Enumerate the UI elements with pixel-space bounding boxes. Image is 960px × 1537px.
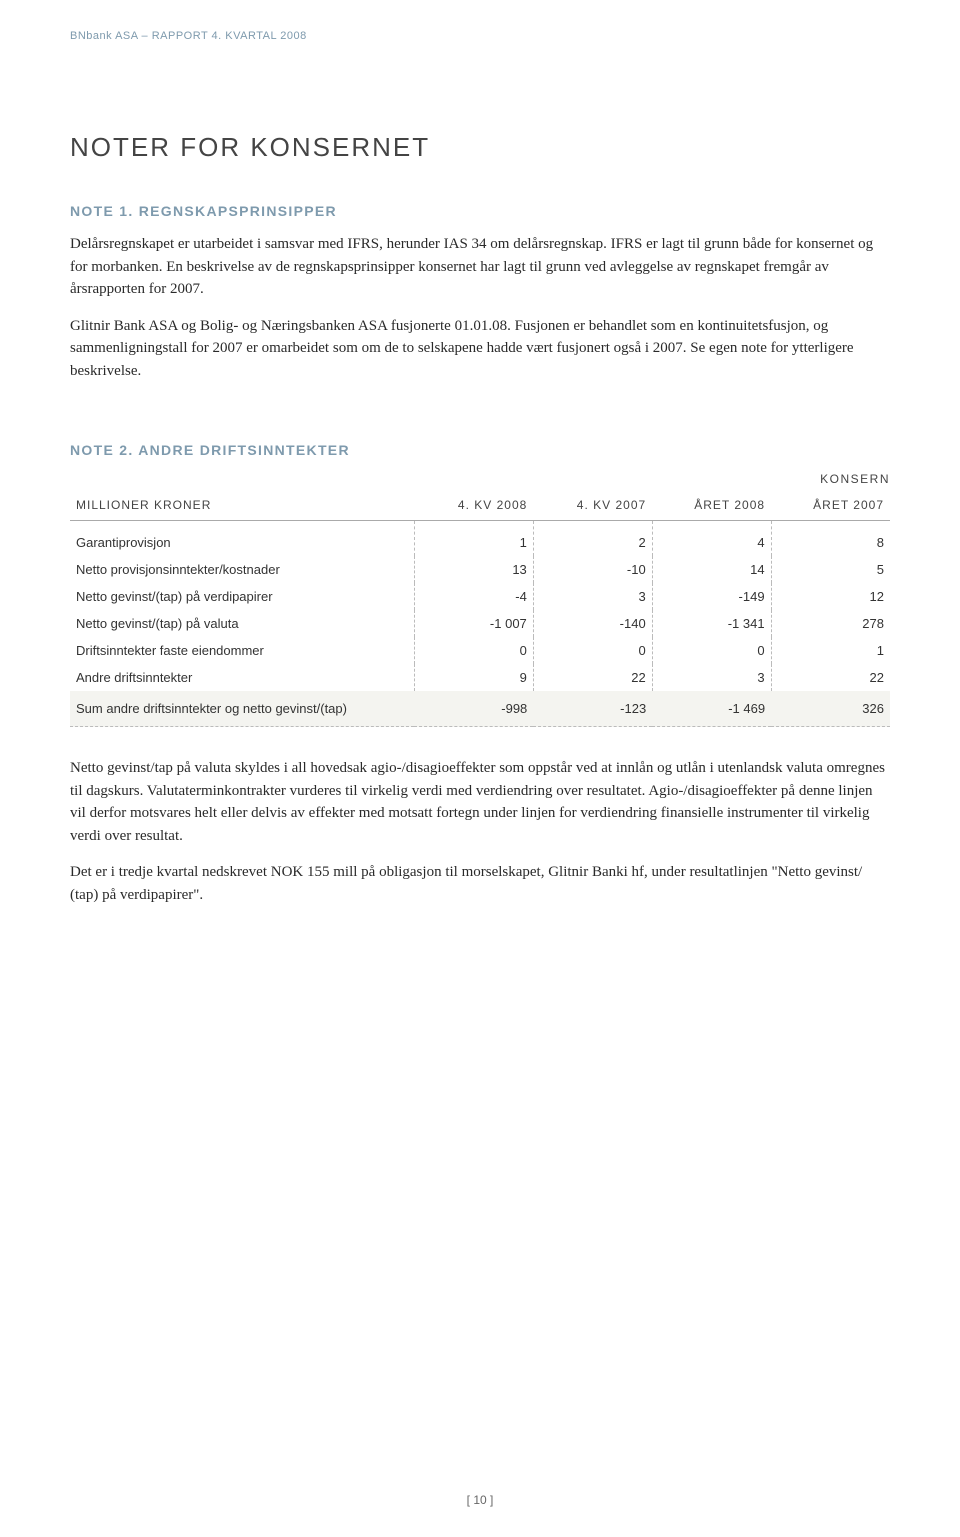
table-cell: -1 341	[652, 610, 771, 637]
note2-table: MILLIONER KRONER 4. KV 2008 4. KV 2007 Å…	[70, 490, 890, 727]
table-row: Garantiprovisjon 1 2 4 8	[70, 521, 890, 557]
table-row: Andre driftsinntekter 9 22 3 22	[70, 664, 890, 691]
table-cell: Andre driftsinntekter	[70, 664, 414, 691]
table-row: Netto gevinst/(tap) på valuta -1 007 -14…	[70, 610, 890, 637]
table-cell: 13	[414, 556, 533, 583]
table-sum-cell: -998	[414, 691, 533, 727]
table-cell: Garantiprovisjon	[70, 521, 414, 557]
table-cell: -140	[533, 610, 652, 637]
table-cell: Netto gevinst/(tap) på verdipapirer	[70, 583, 414, 610]
table-cell: 22	[771, 664, 890, 691]
table-cell: 1	[414, 521, 533, 557]
table-cell: Driftsinntekter faste eiendommer	[70, 637, 414, 664]
table-cell: 278	[771, 610, 890, 637]
table-sum-row: Sum andre driftsinntekter og netto gevin…	[70, 691, 890, 727]
table-cell: 4	[652, 521, 771, 557]
table-cell: Netto provisjonsinntekter/kostnader	[70, 556, 414, 583]
table-row: Netto provisjonsinntekter/kostnader 13 -…	[70, 556, 890, 583]
table-sum-cell: 326	[771, 691, 890, 727]
table-cell: -1 007	[414, 610, 533, 637]
table-cell: 3	[533, 583, 652, 610]
table-sum-cell: Sum andre driftsinntekter og netto gevin…	[70, 691, 414, 727]
table-row: Netto gevinst/(tap) på verdipapirer -4 3…	[70, 583, 890, 610]
table-cell: 8	[771, 521, 890, 557]
table-cell: 14	[652, 556, 771, 583]
table-header-cell: ÅRET 2008	[652, 490, 771, 521]
table-row: Driftsinntekter faste eiendommer 0 0 0 1	[70, 637, 890, 664]
table-cell: -4	[414, 583, 533, 610]
table-cell: 3	[652, 664, 771, 691]
table-cell: 5	[771, 556, 890, 583]
table-cell: -149	[652, 583, 771, 610]
note1-heading: NOTE 1. REGNSKAPSPRINSIPPER	[70, 203, 890, 219]
document-header: BNbank ASA – RAPPORT 4. KVARTAL 2008	[70, 30, 890, 42]
table-header-cell: MILLIONER KRONER	[70, 490, 414, 521]
table-cell: -10	[533, 556, 652, 583]
note2-paragraph: Det er i tredje kvartal nedskrevet NOK 1…	[70, 861, 890, 906]
table-header-cell: ÅRET 2007	[771, 490, 890, 521]
table-sum-cell: -123	[533, 691, 652, 727]
page-number: [ 10 ]	[0, 1493, 960, 1507]
table-cell: 9	[414, 664, 533, 691]
table-cell: 12	[771, 583, 890, 610]
table-header-cell: 4. KV 2007	[533, 490, 652, 521]
table-cell: 0	[652, 637, 771, 664]
table-header-row: MILLIONER KRONER 4. KV 2008 4. KV 2007 Å…	[70, 490, 890, 521]
note1-paragraph: Delårsregnskapet er utarbeidet i samsvar…	[70, 233, 890, 301]
table-cell: 22	[533, 664, 652, 691]
table-cell: 2	[533, 521, 652, 557]
note2-heading: NOTE 2. ANDRE DRIFTSINNTEKTER	[70, 442, 890, 458]
table-header-cell: 4. KV 2008	[414, 490, 533, 521]
note2-paragraph: Netto gevinst/tap på valuta skyldes i al…	[70, 757, 890, 847]
table-sum-cell: -1 469	[652, 691, 771, 727]
table-cell: Netto gevinst/(tap) på valuta	[70, 610, 414, 637]
table-cell: 1	[771, 637, 890, 664]
page-title: NOTER FOR KONSERNET	[70, 132, 890, 163]
konsern-label: KONSERN	[70, 472, 890, 486]
note1-paragraph: Glitnir Bank ASA og Bolig- og Næringsban…	[70, 315, 890, 383]
table-cell: 0	[414, 637, 533, 664]
table-cell: 0	[533, 637, 652, 664]
